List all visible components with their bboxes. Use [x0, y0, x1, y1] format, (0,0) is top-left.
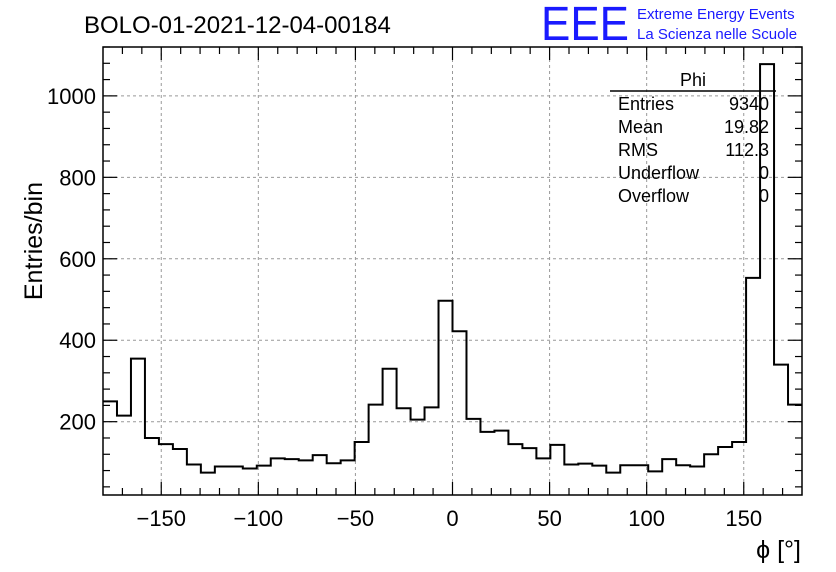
tick-label-layer: −150 −100 −50 0 50 100 150 200 400 600 800 1000: [47, 84, 762, 531]
stats-row-value: 19.82: [724, 117, 769, 137]
y-axis-label: Entries/bin: [20, 182, 48, 300]
stats-row-label: Mean: [618, 117, 663, 137]
tick-layer: [103, 46, 802, 495]
histogram-bin: [480, 432, 494, 495]
x-tick-label: −150: [136, 506, 186, 531]
histogram-bin: [578, 464, 592, 495]
histogram-bin: [746, 278, 760, 495]
histogram-bin: [494, 431, 508, 495]
histogram-bin: [718, 447, 732, 495]
histogram-bin: [788, 405, 802, 495]
stats-row-value: 0: [759, 186, 769, 206]
stats-row-label: Entries: [618, 94, 674, 114]
histogram-bin: [662, 459, 676, 495]
histogram-bin: [201, 473, 215, 495]
histogram-bin: [690, 466, 704, 495]
histogram-bin: [187, 464, 201, 495]
y-tick-label: 400: [59, 328, 96, 353]
stats-row-label: Underflow: [618, 163, 700, 183]
y-tick-label: 1000: [47, 84, 96, 109]
histogram-bin: [327, 463, 341, 495]
histogram-bin: [397, 408, 411, 495]
chart-title: BOLO-01-2021-12-04-00184: [84, 12, 391, 39]
histogram-bin: [229, 466, 243, 495]
histogram-bin: [383, 369, 397, 495]
x-tick-label: −50: [337, 506, 374, 531]
y-tick-label: 200: [59, 410, 96, 435]
stats-row-value: 112.3: [725, 140, 769, 160]
histogram-bin: [215, 466, 229, 495]
histogram-bin: [341, 460, 355, 495]
histogram-bin: [648, 471, 662, 495]
histogram-bin: [173, 449, 187, 495]
histogram-bin: [508, 444, 522, 495]
x-tick-label: 150: [725, 506, 762, 531]
histogram-bin: [536, 458, 550, 495]
histogram-bin: [369, 405, 383, 495]
y-tick-label: 600: [59, 247, 96, 272]
grid-layer: [103, 47, 802, 495]
histogram-bin: [453, 331, 467, 495]
histogram-outline: [103, 63, 802, 474]
histogram-bin: [313, 455, 327, 495]
stats-rows: Entries 9340 Mean 19.82 RMS 112.3 Underflow 0 Ov…: [618, 94, 769, 206]
histogram-bin: [774, 365, 788, 495]
stats-row-label: Overflow: [618, 186, 690, 206]
x-tick-label: −100: [234, 506, 284, 531]
y-tick-label: 800: [59, 165, 96, 190]
stats-box: Phi Entries 9340 Mean 19.82 RMS 112.3 Underflo…: [610, 70, 776, 206]
stats-row-value: 9340: [729, 94, 769, 114]
histogram-bin: [411, 420, 425, 495]
stats-row-value: 0: [759, 163, 769, 183]
histogram-bin: [676, 465, 690, 495]
histogram-bin: [299, 460, 313, 495]
histogram-bin: [355, 442, 369, 495]
eee-logo-mark: EEE: [541, 0, 629, 51]
histogram-bin: [592, 466, 606, 495]
stats-box-title: Phi: [680, 70, 706, 90]
x-tick-label: 50: [537, 506, 561, 531]
histogram-bin: [439, 301, 453, 495]
stats-row-label: RMS: [618, 140, 658, 160]
x-tick-label: 100: [628, 506, 665, 531]
histogram-bin: [466, 419, 480, 495]
histogram-bin: [425, 407, 439, 495]
eee-logo-line1: Extreme Energy Events: [637, 6, 795, 23]
histogram-bin: [145, 438, 159, 495]
histogram-bin: [117, 416, 131, 495]
histogram-bin: [704, 454, 718, 495]
histogram-layer: [103, 63, 802, 495]
x-axis-label: ϕ [°]: [756, 536, 801, 564]
histogram-bin: [243, 469, 257, 495]
x-tick-label: 0: [446, 506, 458, 531]
histogram-bin: [550, 445, 564, 495]
histogram-bin: [131, 359, 145, 495]
eee-logo-line2: La Scienza nelle Scuole: [637, 26, 797, 43]
histogram-bin: [522, 448, 536, 495]
histogram-bin: [103, 401, 117, 495]
eee-logo: EEE Extreme Energy Events La Scienza nel…: [541, 0, 797, 51]
histogram-bin: [564, 464, 578, 495]
